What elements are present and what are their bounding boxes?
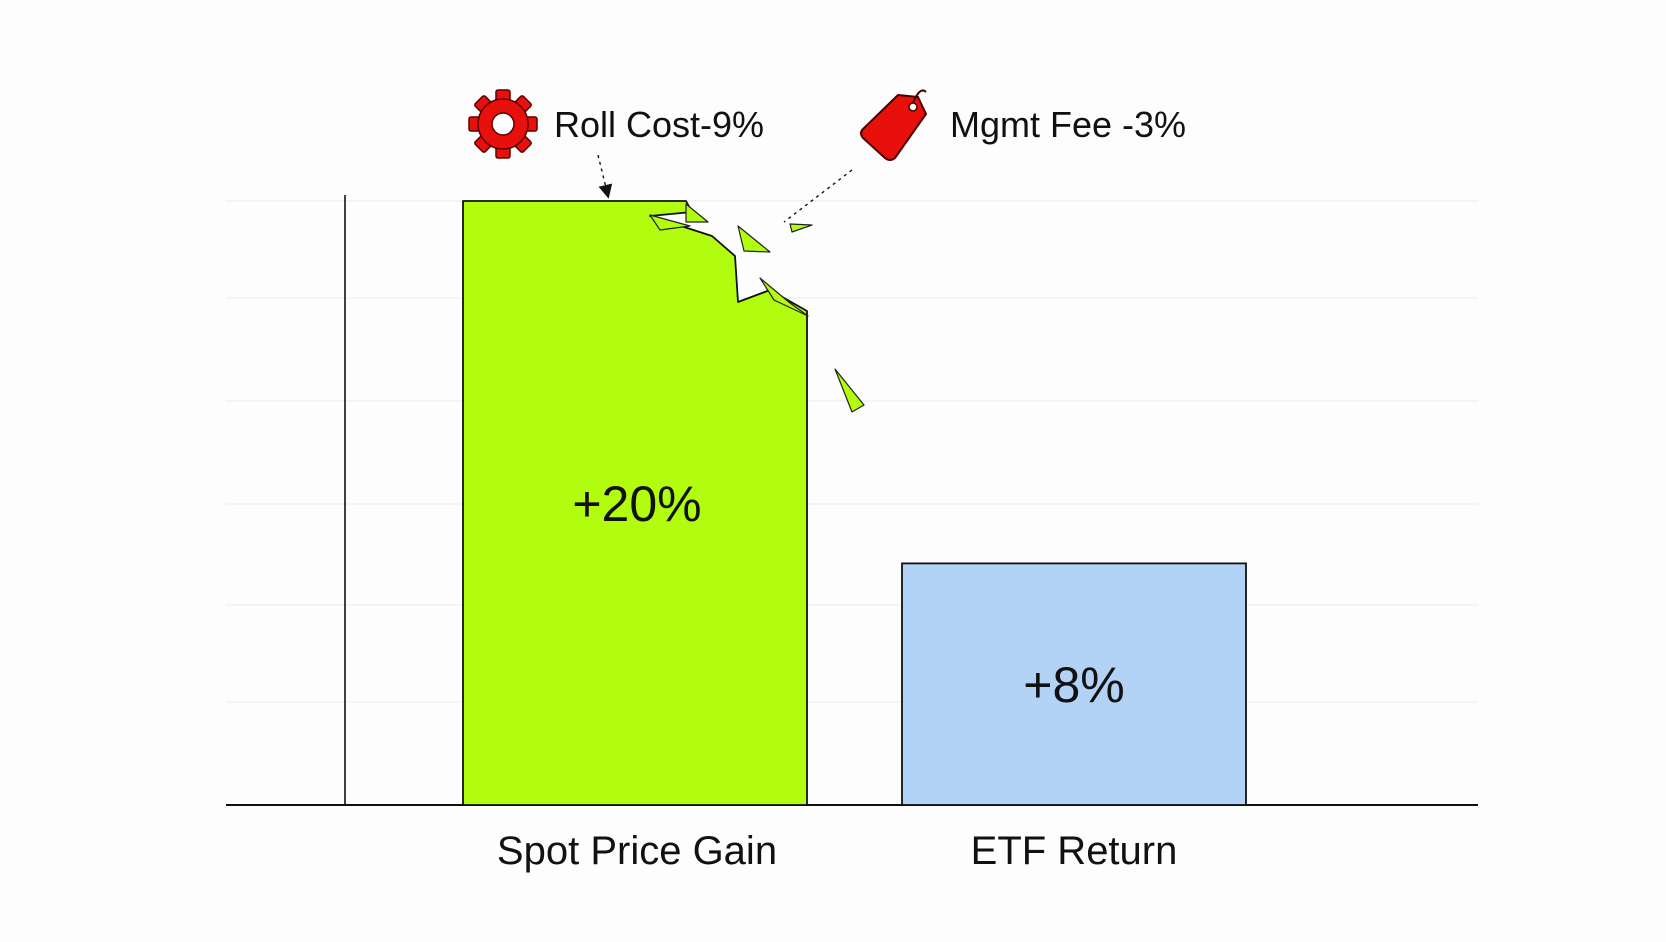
annotation-mgmt-fee-arrow [783,169,853,223]
x-tick-label-spot-price-gain: Spot Price Gain [497,829,777,873]
annotation-mgmt-fee: Mgmt Fee -3% [783,89,1186,223]
annotation-mgmt-fee-text: Mgmt Fee -3% [950,104,1186,145]
gridlines [226,200,1478,703]
x-tick-label-etf-return: ETF Return [971,829,1178,873]
gear-icon [468,89,538,159]
shard [789,223,813,233]
price-tag-icon [860,89,927,161]
annotation-roll-cost: Roll Cost-9% [468,89,764,199]
shard [834,368,865,413]
annotation-roll-cost-text: Roll Cost-9% [554,104,764,145]
shard [649,214,691,231]
broken-bar-shards [649,203,865,413]
bar-etf-return [901,562,1247,806]
shard [685,203,709,223]
data-label-spot-price-gain: +20% [572,476,701,532]
shard [737,225,771,253]
data-label-etf-return: +8% [1023,657,1124,713]
bar-spot-price-gain [462,200,808,806]
annotation-roll-cost-arrow [597,154,613,199]
shard [759,277,809,317]
